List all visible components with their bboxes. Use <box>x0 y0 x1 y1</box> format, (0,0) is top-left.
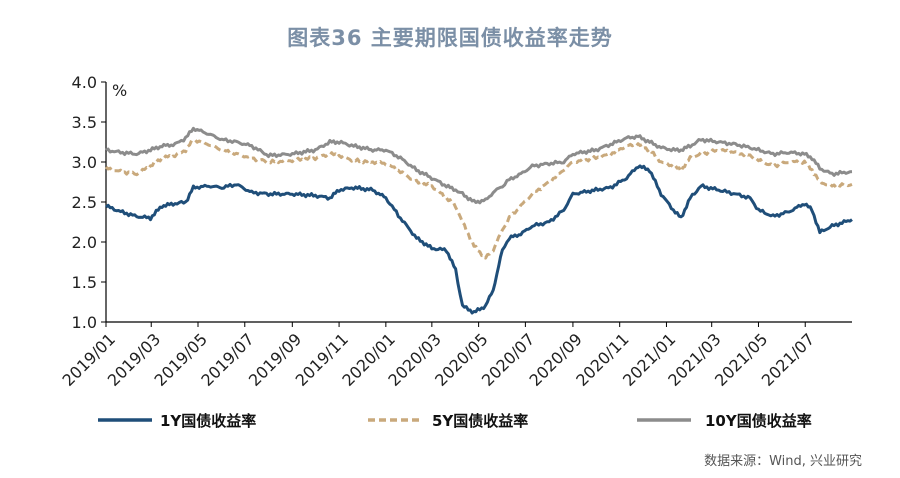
y-tick-label: 2.5 <box>72 193 97 212</box>
series-layer <box>104 126 853 315</box>
legend: 1Y国债收益率 5Y国债收益率 10Y国债收益率 <box>98 412 812 430</box>
y-tick-label: 3.5 <box>72 113 97 132</box>
legend-label-1: 1Y国债收益率 <box>160 412 256 430</box>
y-unit-label: % <box>112 81 127 100</box>
axes: 1.01.52.02.53.03.54.0 %2019/012019/032019… <box>59 73 852 390</box>
legend-label-2: 5Y国债收益率 <box>432 412 528 430</box>
series-line-1 <box>104 164 853 315</box>
legend-label-3: 10Y国债收益率 <box>705 412 812 430</box>
chart-title: 图表36 主要期限国债收益率走势 <box>287 26 613 50</box>
series-line-3 <box>105 126 853 205</box>
y-tick-label: 1.0 <box>72 313 97 332</box>
y-tick-label: 4.0 <box>72 73 97 92</box>
y-tick-label: 1.5 <box>72 273 97 292</box>
y-tick-label: 3.0 <box>72 153 97 172</box>
source-note: 数据来源：Wind, 兴业研究 <box>704 454 862 469</box>
series-line-2 <box>104 138 853 260</box>
y-tick-label: 2.0 <box>72 233 97 252</box>
